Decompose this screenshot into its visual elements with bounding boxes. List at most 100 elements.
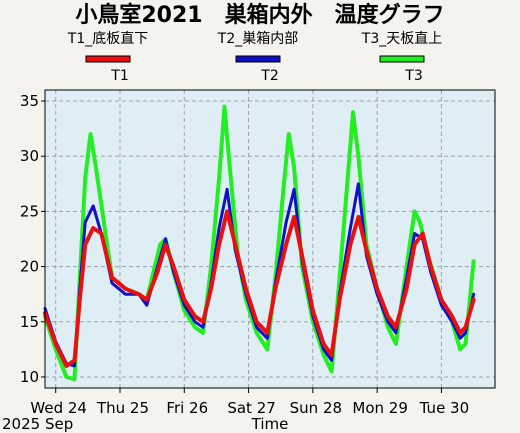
data-point-t2 xyxy=(395,332,397,334)
data-point-t3 xyxy=(210,265,212,268)
data-point-t3 xyxy=(464,343,467,345)
x-tick-label: Fri 26 xyxy=(166,399,208,417)
plot-frame xyxy=(44,89,496,389)
legend-swatch-t2 xyxy=(235,55,281,63)
x-origin-label: 2025 Sep xyxy=(2,415,73,433)
y-tick-label: 30 xyxy=(20,147,39,165)
data-point-t1 xyxy=(156,271,159,273)
data-point-t1 xyxy=(234,243,236,246)
legend-label-t2: T2_巣箱内部 xyxy=(217,31,298,47)
data-point-t1 xyxy=(255,321,258,323)
data-point-t1 xyxy=(312,309,314,312)
x-axis-title: Time xyxy=(251,415,289,433)
data-point-t1 xyxy=(421,232,424,235)
series-layer xyxy=(43,104,476,382)
data-point-t1 xyxy=(266,332,269,334)
data-point-t3 xyxy=(352,111,354,113)
data-point-t3 xyxy=(293,166,295,169)
data-point-t1 xyxy=(194,315,196,318)
data-point-t1 xyxy=(451,315,453,318)
data-point-t1 xyxy=(84,243,86,246)
y-tick-label: 25 xyxy=(20,202,39,220)
data-point-t2 xyxy=(459,337,462,340)
data-point-t1 xyxy=(376,287,378,290)
y-axis: 10 15 20 25 30 35 xyxy=(20,92,45,386)
x-tick-label: Mon 29 xyxy=(352,399,407,417)
data-point-t2 xyxy=(285,221,287,224)
legend-label-t1: T1_底板直下 xyxy=(67,30,148,47)
data-point-t2 xyxy=(387,321,389,323)
data-point-t1 xyxy=(357,216,360,218)
data-point-t3 xyxy=(103,221,105,224)
data-point-t1 xyxy=(395,326,397,329)
data-point-t2 xyxy=(164,238,167,240)
data-point-t1 xyxy=(387,315,389,318)
data-point-t3 xyxy=(229,166,231,169)
data-point-t3 xyxy=(346,177,349,180)
data-point-t3 xyxy=(65,376,68,378)
legend-label-t3: T3_天板直上 xyxy=(361,30,442,47)
grid-lines xyxy=(45,90,495,388)
data-point-t2 xyxy=(464,332,467,334)
data-point-t1 xyxy=(330,354,333,356)
data-point-t2 xyxy=(440,304,443,307)
data-point-t1 xyxy=(285,243,287,246)
y-tick-label: 15 xyxy=(20,313,39,331)
y-tick-label: 10 xyxy=(20,368,39,386)
x-tick-label: Tue 30 xyxy=(419,399,469,417)
data-point-t2 xyxy=(202,326,204,329)
data-point-t1 xyxy=(464,326,467,329)
data-point-t2 xyxy=(472,293,475,296)
data-point-t2 xyxy=(255,326,258,329)
data-point-t3 xyxy=(357,155,360,157)
legend-name-t3: T3 xyxy=(404,68,422,84)
data-point-t2 xyxy=(330,359,333,362)
data-point-t1 xyxy=(218,243,220,246)
data-point-t2 xyxy=(357,183,360,185)
data-point-t3 xyxy=(472,260,475,262)
legend-swatch-t1 xyxy=(85,55,131,63)
data-point-t1 xyxy=(146,298,148,301)
data-point-t1 xyxy=(245,287,247,290)
data-point-t3 xyxy=(89,133,92,135)
data-point-t3 xyxy=(218,177,220,180)
data-point-t1 xyxy=(338,298,341,301)
chart-title: 小鳥室2021 巣箱内外 温度グラフ xyxy=(75,2,444,28)
y-tick-label: 20 xyxy=(20,258,39,276)
data-point-t1 xyxy=(322,343,325,345)
data-point-t3 xyxy=(255,332,258,334)
data-point-t1 xyxy=(349,243,352,246)
series-line-t1 xyxy=(43,209,476,368)
data-point-t1 xyxy=(413,243,416,246)
legend: T1_底板直下 T1 T2_巣箱内部 T2 T3_天板直上 T3 xyxy=(67,30,442,84)
data-point-t3 xyxy=(183,309,186,312)
data-point-t3 xyxy=(266,348,269,351)
data-point-t1 xyxy=(73,359,76,362)
x-axis: Wed 24 Thu 25 Fri 26 Sat 27 Sun 28 Mon 29 Tue … xyxy=(30,388,469,417)
legend-name-t1: T1 xyxy=(110,68,128,84)
data-point-t3 xyxy=(330,370,333,373)
data-point-t2 xyxy=(124,293,127,296)
data-point-t2 xyxy=(413,232,416,235)
data-point-t2 xyxy=(84,221,86,224)
data-point-t2 xyxy=(73,365,76,367)
data-point-t3 xyxy=(419,221,421,224)
legend-name-t2: T2 xyxy=(260,68,278,84)
data-point-t2 xyxy=(266,337,269,340)
x-tick-label: Wed 24 xyxy=(30,399,87,417)
data-point-t1 xyxy=(429,265,432,268)
data-point-t3 xyxy=(395,343,397,345)
data-point-t1 xyxy=(440,298,443,301)
data-point-t1 xyxy=(405,287,408,290)
data-point-t1 xyxy=(138,293,140,296)
data-point-t1 xyxy=(100,232,103,235)
data-point-t3 xyxy=(73,378,76,381)
data-point-t3 xyxy=(84,177,86,180)
data-point-t3 xyxy=(413,210,416,213)
data-point-t3 xyxy=(338,276,341,279)
data-point-t1 xyxy=(65,365,68,367)
data-point-t3 xyxy=(459,348,462,351)
data-point-t1 xyxy=(210,287,212,290)
data-point-t3 xyxy=(387,326,389,329)
data-point-t1 xyxy=(183,298,186,301)
